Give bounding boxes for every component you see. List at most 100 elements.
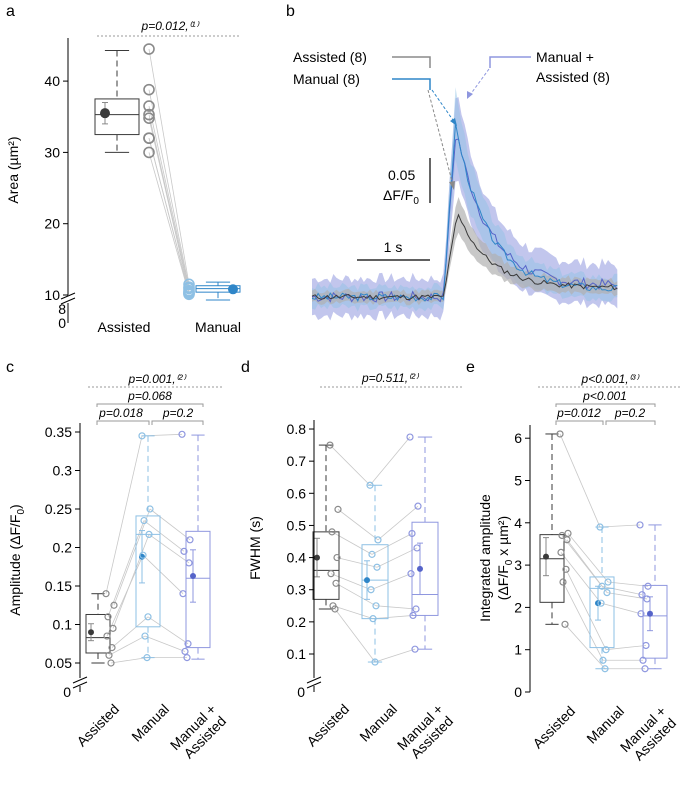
legend-assisted: Assisted (8) xyxy=(293,49,367,65)
d-pair-line xyxy=(335,582,377,607)
c-pair-line xyxy=(108,635,146,656)
e-point xyxy=(644,582,652,590)
e-box-1 xyxy=(589,576,615,649)
d-tick-label: 0.1 xyxy=(287,646,307,662)
c-box-0 xyxy=(85,613,111,654)
a-point xyxy=(143,100,155,112)
panel-b: Assisted (8) Manual (8) Manual + Assiste… xyxy=(293,49,618,321)
panel-d-p-all: p=0.511,⁽²⁾ xyxy=(361,371,419,385)
c-pair-line xyxy=(144,635,186,652)
a-point xyxy=(143,83,155,96)
panel-b-sem-bands xyxy=(312,87,618,321)
a-point xyxy=(143,108,155,121)
a-pair-line xyxy=(148,89,190,288)
panel-letter-e: e xyxy=(466,359,475,376)
panel-c-axis-break xyxy=(72,676,88,689)
panel-e-p-all: p<0.001,⁽³⁾ xyxy=(581,372,640,386)
c-point xyxy=(138,432,146,440)
legend-combined-line1: Manual + xyxy=(536,49,594,65)
d-point xyxy=(327,570,335,578)
panel-e-p-bracket-ab xyxy=(555,420,604,425)
scalebar-y-unit: ΔF/F0 xyxy=(383,187,419,207)
panel-a-xlabel-assisted: Assisted xyxy=(98,319,151,335)
panel-e-xlabel-assisted: Assisted xyxy=(529,703,578,752)
d-point xyxy=(328,528,336,536)
e-pair-line xyxy=(607,581,649,587)
c-pair-line xyxy=(107,520,145,617)
a-tick-label: 30 xyxy=(44,144,60,160)
panel-letter-c: c xyxy=(6,359,14,376)
a-tick-label: 40 xyxy=(44,73,60,89)
d-pair-line xyxy=(332,605,374,620)
e-pair-line xyxy=(562,581,604,661)
c-tick-label: 0.3 xyxy=(53,463,73,479)
d-pair-line xyxy=(376,547,418,568)
panel-e-ylabel-1: Integrated amplitude xyxy=(477,494,493,622)
e-pair-line xyxy=(567,533,609,583)
e-tick-label: 3 xyxy=(514,557,522,573)
panel-c-p-ac: p=0.068 xyxy=(127,389,172,403)
a-pair-line xyxy=(148,152,190,295)
e-pair-line xyxy=(559,433,601,528)
trace-line-2 xyxy=(311,213,618,301)
panel-e-ylabel-2a: (ΔF/F xyxy=(495,565,511,600)
a-pair-line xyxy=(148,105,190,289)
c-mean-dot xyxy=(190,572,196,579)
e-point xyxy=(557,548,565,557)
panel-c-p-bracket-bc xyxy=(151,420,204,425)
a-tick-label: 10 xyxy=(44,287,60,303)
e-point xyxy=(639,656,647,664)
d-box-1 xyxy=(361,544,389,620)
panel-c-xlabel-assisted: Assisted xyxy=(73,701,122,750)
d-point xyxy=(367,586,375,594)
c-tick-label: 0.35 xyxy=(45,424,72,440)
d-pair-line xyxy=(334,608,376,663)
panel-c-p-all: p=0.001,⁽²⁾ xyxy=(128,372,187,386)
d-pair-line xyxy=(369,436,411,486)
panel-a-points xyxy=(143,43,195,301)
panel-d-connectors xyxy=(329,436,419,663)
panel-d-xlabel-assisted: Assisted xyxy=(303,701,352,750)
c-point xyxy=(181,647,189,656)
panel-e-p-ab: p=0.012 xyxy=(556,406,601,420)
panel-e-p-bracket-bc xyxy=(605,420,656,425)
panel-letter-d: d xyxy=(241,359,250,376)
c-tick-label: 0.2 xyxy=(53,540,73,556)
e-pair-line xyxy=(565,569,607,650)
panel-d-boxes xyxy=(312,436,439,663)
a-mean-dot xyxy=(228,284,238,295)
a-pair-line xyxy=(148,48,190,285)
panel-a-ytick-0: 0 xyxy=(58,315,66,331)
d-tick-label: 0.5 xyxy=(287,517,307,533)
d-point xyxy=(368,550,376,558)
c-pair-line xyxy=(143,520,185,552)
d-box-0 xyxy=(312,531,340,600)
c-point xyxy=(183,654,191,662)
panel-a-xlabel-manual: Manual xyxy=(195,319,241,335)
panel-c-boxes xyxy=(85,434,211,664)
e-point xyxy=(638,591,646,599)
d-point xyxy=(412,605,420,613)
legend-assisted-arrow xyxy=(427,89,454,186)
panel-b-traces xyxy=(311,123,618,303)
a-box-0 xyxy=(94,98,140,136)
c-point xyxy=(110,601,118,609)
a-tick-label: 20 xyxy=(44,216,60,232)
e-point xyxy=(596,523,604,531)
panel-c-p-bc: p=0.2 xyxy=(162,406,194,420)
c-pair-line xyxy=(148,534,190,564)
panel-e-boxes xyxy=(539,433,668,670)
e-tick-label: 0 xyxy=(514,684,522,700)
e-tick-label: 6 xyxy=(514,430,522,446)
a-point xyxy=(183,288,195,301)
e-pair-line xyxy=(600,602,642,615)
d-point xyxy=(369,615,377,623)
e-point xyxy=(562,565,570,573)
c-point xyxy=(103,632,111,640)
d-pair-line xyxy=(374,648,416,663)
panel-a-ytick-8: 8 xyxy=(58,301,66,317)
panel-c-ylabel-end: ) xyxy=(7,504,23,509)
e-point xyxy=(604,578,612,586)
e-mean-dot xyxy=(543,553,549,560)
panel-c-connectors xyxy=(105,433,191,664)
